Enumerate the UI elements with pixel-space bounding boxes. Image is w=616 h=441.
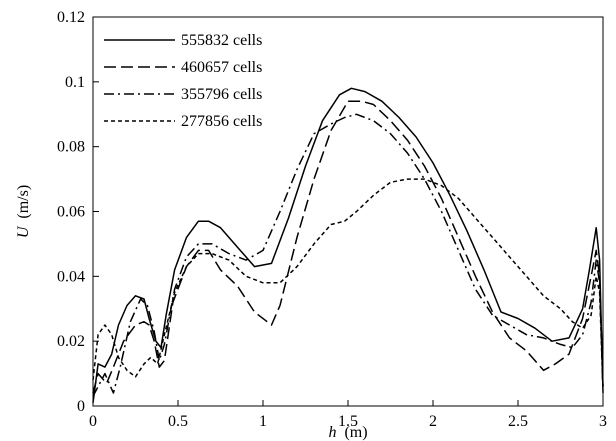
legend-label: 555832 cells [181,32,262,49]
legend-label: 355796 cells [181,86,262,103]
x-tick-labels: 0 0.5 1 1.5 2 2.5 3 [89,413,607,430]
x-tick-label: 0.5 [168,413,188,430]
y-tick-label: 0.12 [57,9,85,26]
x-axis-label: h (m) [328,424,367,441]
legend-label: 460657 cells [181,59,262,76]
y-tick-label: 0.06 [57,204,85,221]
y-tick-label: 0 [77,398,85,415]
y-axis-label: U (m/s) [15,185,32,238]
y-tick-label: 0.08 [57,139,85,156]
series-line-355796-cells [92,113,604,397]
y-tick-label: 0.1 [65,74,85,91]
series-line-555832-cells [92,87,604,403]
x-axis-label-unit: (m) [344,424,367,441]
x-tick-label: 1.5 [338,413,358,430]
x-tick-label: 2 [429,413,437,430]
plot-area-frame [92,16,604,407]
x-axis-label-var: h [328,424,336,441]
legend-label: 277856 cells [181,113,262,130]
y-tick-labels: 0 0.02 0.04 0.06 0.08 0.1 0.12 [57,9,85,415]
axis-ticks [92,16,604,407]
series-line-277856-cells [92,178,604,390]
x-tick-label: 2.5 [508,413,528,430]
x-tick-label: 3 [599,413,607,430]
y-tick-label: 0.02 [57,333,85,350]
series-lines [92,87,604,403]
series-line-460657-cells [92,100,604,394]
x-tick-label: 0 [89,413,97,430]
x-tick-label: 1 [259,413,267,430]
y-tick-label: 0.04 [57,268,85,285]
y-axis-label-var: U [15,225,32,238]
legend: 555832 cells 460657 cells 355796 cells 2778… [104,32,262,130]
y-axis-label-unit: (m/s) [15,185,32,219]
